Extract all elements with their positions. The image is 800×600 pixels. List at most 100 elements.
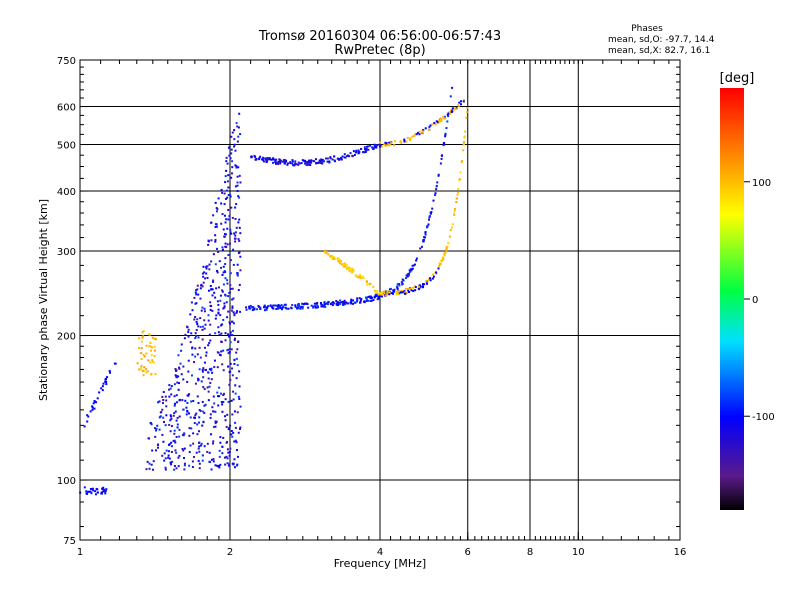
echo-point: [430, 211, 433, 214]
echo-point: [374, 144, 377, 147]
echo-point: [201, 459, 204, 462]
echo-point: [258, 157, 261, 160]
echo-point: [235, 351, 238, 354]
echo-point: [445, 246, 448, 249]
echo-point: [428, 216, 431, 219]
echo-point: [226, 349, 229, 352]
echo-point: [155, 427, 158, 430]
echo-point: [217, 331, 220, 334]
echo-point: [215, 314, 218, 317]
echo-point: [343, 153, 346, 156]
echo-point: [362, 300, 365, 303]
echo-point: [149, 341, 152, 344]
echo-point: [162, 421, 165, 424]
echo-point: [236, 190, 239, 193]
echo-point: [193, 318, 196, 321]
echo-point: [224, 294, 227, 297]
echo-point: [336, 301, 339, 304]
echo-point: [403, 290, 406, 293]
echo-point: [91, 405, 94, 408]
echo-point: [379, 144, 382, 147]
echo-point: [449, 228, 452, 231]
echo-point: [422, 283, 425, 286]
echo-point: [207, 319, 210, 322]
echo-point: [292, 164, 295, 167]
echo-point: [180, 373, 183, 376]
echo-point: [224, 175, 227, 178]
echo-point: [186, 380, 189, 383]
echo-point: [418, 286, 421, 289]
echo-point: [153, 355, 156, 358]
echo-point: [434, 123, 437, 126]
echo-point: [458, 178, 461, 181]
echo-point: [378, 145, 381, 148]
y-axis-ticks: 75 100 200 300 400 500 600 750: [57, 56, 680, 547]
echo-point: [322, 305, 325, 308]
echo-point: [207, 344, 210, 347]
echo-point: [229, 341, 232, 344]
echo-point: [443, 142, 446, 145]
echo-point: [447, 241, 450, 244]
echo-point: [236, 181, 239, 184]
echo-point: [104, 492, 107, 495]
echo-point: [308, 161, 311, 164]
echo-point: [265, 158, 268, 161]
echo-point: [458, 179, 461, 182]
echo-point: [307, 163, 310, 166]
echo-point: [168, 423, 171, 426]
echo-point: [234, 426, 237, 429]
echo-point: [274, 159, 277, 162]
echo-point: [214, 464, 217, 467]
echo-point: [207, 390, 210, 393]
echo-point: [175, 394, 178, 397]
echo-point: [406, 274, 409, 277]
echo-point: [399, 290, 402, 293]
echo-point: [198, 450, 201, 453]
x-tick-label: 6: [465, 547, 471, 558]
echo-point: [444, 117, 447, 120]
echo-point: [176, 423, 179, 426]
echo-point: [219, 441, 222, 444]
echo-point: [264, 157, 267, 160]
echo-point: [153, 349, 156, 352]
y-tick-label: 750: [57, 56, 76, 67]
echo-point: [282, 306, 285, 309]
echo-point: [197, 379, 200, 382]
echo-point: [191, 460, 194, 463]
echo-point: [236, 463, 239, 466]
echo-point: [400, 290, 403, 293]
echo-point: [234, 149, 237, 152]
echo-point: [441, 259, 444, 262]
echo-point: [232, 322, 235, 325]
echo-point: [385, 290, 388, 293]
echo-point: [140, 347, 143, 350]
echo-point: [162, 391, 165, 394]
echo-point: [201, 454, 204, 457]
echo-point: [229, 193, 232, 196]
echo-point: [375, 146, 378, 149]
echo-point: [326, 160, 329, 163]
echo-point: [140, 357, 143, 360]
echo-point: [162, 398, 165, 401]
echo-point: [459, 103, 462, 106]
echo-point: [221, 363, 224, 366]
echo-point: [462, 149, 465, 152]
echo-point: [250, 155, 253, 158]
echo-point: [165, 405, 168, 408]
echo-point: [453, 213, 456, 216]
echo-point: [384, 141, 387, 144]
echo-point: [430, 277, 433, 280]
echo-point: [238, 218, 241, 221]
y-tick-label: 500: [57, 141, 76, 152]
echo-point: [181, 433, 184, 436]
echo-point: [398, 282, 401, 285]
echo-point: [145, 367, 148, 370]
echo-point: [335, 299, 338, 302]
echo-point: [351, 302, 354, 305]
echo-point: [437, 267, 440, 270]
echo-point: [332, 301, 335, 304]
echo-point: [226, 282, 229, 285]
echo-point: [173, 429, 176, 432]
echo-point: [165, 399, 168, 402]
echo-point: [408, 269, 411, 272]
